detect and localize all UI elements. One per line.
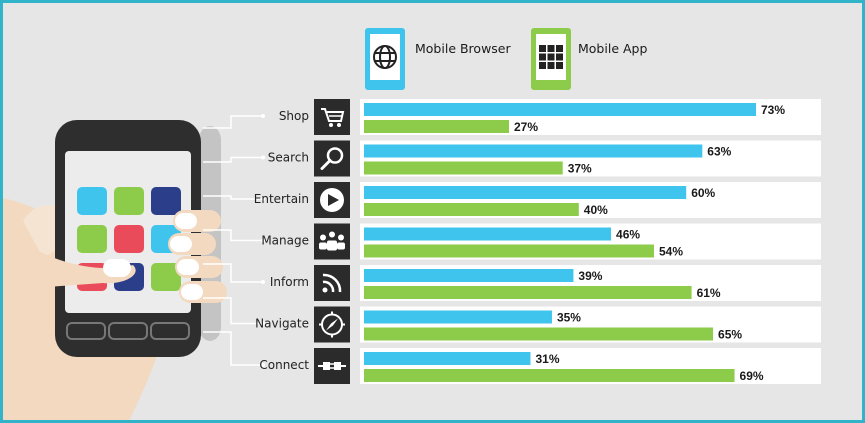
connector-line <box>203 263 263 283</box>
bar-app <box>364 203 579 216</box>
compass-icon <box>319 311 345 338</box>
data-label-browser: 35% <box>557 311 581 325</box>
connector-line <box>203 156 263 163</box>
app-tile <box>77 225 107 253</box>
data-label-app: 27% <box>514 120 538 134</box>
rss-icon <box>322 273 342 293</box>
data-label-browser: 60% <box>691 186 715 200</box>
legend-item-2 <box>531 28 571 90</box>
bar-browser <box>364 186 687 199</box>
fingernail-1 <box>175 213 197 229</box>
bar-browser <box>364 144 703 158</box>
legend-label-browser: Mobile Browser <box>415 41 511 56</box>
category-icon-tile <box>314 265 350 301</box>
data-label-browser: 63% <box>707 145 731 159</box>
legend-label-app: Mobile App <box>578 41 648 56</box>
category-label: Shop <box>279 109 309 123</box>
connector-dot <box>261 114 265 118</box>
data-label-browser: 46% <box>616 228 640 242</box>
chart-row-navigate: Navigate 35% 65% <box>255 306 821 343</box>
connector-dot <box>261 197 265 201</box>
category-label: Search <box>268 151 309 165</box>
people-icon <box>319 231 345 251</box>
data-label-app: 69% <box>740 369 764 383</box>
bar-rows: Shop 73% 27% Search 63% 37% Entertain 60% 40% Man… <box>254 99 821 384</box>
bar-app <box>364 161 563 175</box>
phone-in-hand-illustration <box>3 120 227 420</box>
app-grid-icon <box>539 45 563 69</box>
category-icon-tile <box>314 140 350 177</box>
app-tile <box>151 187 181 215</box>
chart-row-search: Search 63% 37% <box>268 140 821 177</box>
bar-app <box>364 327 714 341</box>
data-label-browser: 73% <box>761 103 785 117</box>
bar-app <box>364 244 654 258</box>
connector-line <box>203 297 263 325</box>
fingernail-3 <box>177 259 199 275</box>
phone-button-1 <box>66 322 106 340</box>
chart-row-entertain: Entertain 60% 40% <box>254 182 821 218</box>
category-label: Navigate <box>255 317 309 331</box>
chart-row-connect: Connect 31% 69% <box>259 348 821 384</box>
bar-app <box>364 369 735 382</box>
connector-line <box>203 229 263 242</box>
plug-icon <box>318 362 346 370</box>
play-icon <box>320 188 344 212</box>
category-label: Inform <box>270 275 309 289</box>
cart-icon <box>321 108 345 127</box>
app-tile <box>114 225 144 253</box>
data-label-browser: 31% <box>535 352 559 366</box>
legend <box>365 28 571 90</box>
app-tile <box>151 263 181 291</box>
bar-browser <box>364 310 552 324</box>
category-label: Manage <box>261 234 309 248</box>
connector-dot <box>261 280 265 284</box>
data-label-app: 40% <box>584 203 608 217</box>
bar-browser <box>364 103 757 116</box>
thumb <box>33 248 136 288</box>
bar-app <box>364 120 509 133</box>
connector-line <box>203 331 263 366</box>
connector-dot <box>261 321 265 326</box>
data-label-browser: 39% <box>578 269 602 283</box>
bar-browser <box>364 352 531 365</box>
fingernail-2 <box>170 236 192 252</box>
thumb-nail <box>103 259 131 277</box>
data-label-app: 61% <box>697 286 721 300</box>
chart-row-inform: Inform 39% 61% <box>270 265 821 301</box>
connector-dot <box>261 238 265 243</box>
data-label-app: 65% <box>718 328 742 342</box>
bar-browser <box>364 269 574 282</box>
category-icon-tile <box>314 99 350 135</box>
connector-dot <box>261 155 265 160</box>
data-label-app: 54% <box>659 245 683 259</box>
legend-item-1 <box>365 28 405 90</box>
data-label-app: 37% <box>568 162 592 176</box>
app-tile <box>77 187 107 215</box>
chart-row-manage: Manage 46% 54% <box>261 223 821 260</box>
connector-dot <box>261 363 265 367</box>
category-connectors <box>203 114 265 367</box>
category-label: Entertain <box>254 192 309 206</box>
connector-line <box>203 195 263 200</box>
bar-browser <box>364 227 612 241</box>
chart-canvas: Shop 73% 27% Search 63% 37% Entertain 60% 40% Man… <box>3 28 821 420</box>
connector-line <box>203 115 263 129</box>
magnifier-icon <box>320 147 344 170</box>
phone-button-2 <box>108 322 148 340</box>
chart-row-shop: Shop 73% 27% <box>279 99 821 135</box>
app-tile <box>114 187 144 215</box>
category-label: Connect <box>259 358 309 372</box>
fingernail-4 <box>181 284 203 300</box>
globe-icon <box>373 45 397 69</box>
phone-button-3 <box>150 322 190 340</box>
bar-app <box>364 286 692 299</box>
